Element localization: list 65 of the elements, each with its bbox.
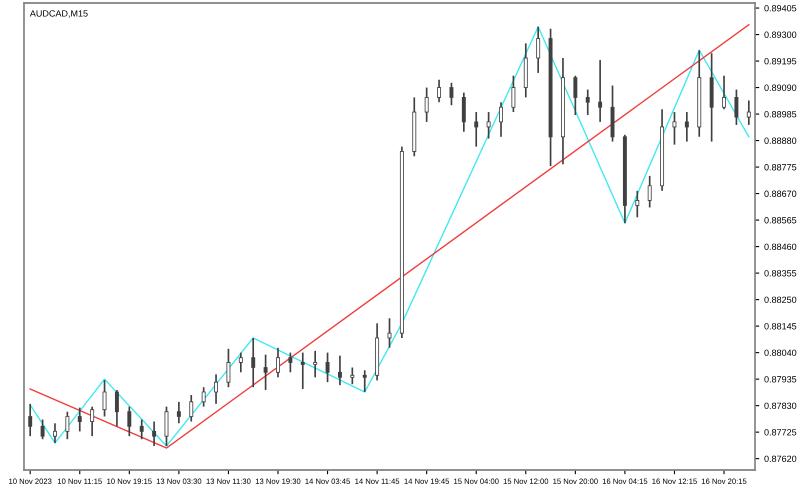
candlestick	[251, 337, 256, 388]
y-tick-label: 0.88775	[764, 164, 796, 170]
candlestick	[722, 74, 726, 110]
y-tick-label: 0.88460	[764, 244, 796, 250]
candlestick	[598, 59, 602, 123]
candlestick	[424, 86, 429, 123]
candlestick	[238, 352, 243, 374]
candlestick	[536, 26, 540, 74]
y-tick-label: 0.87620	[764, 456, 796, 462]
candlestick	[388, 317, 392, 349]
candlestick	[53, 422, 57, 444]
candlestick	[573, 74, 578, 116]
candlestick	[127, 406, 132, 438]
candlestick	[90, 406, 94, 438]
y-tick-label: 0.88040	[764, 350, 796, 356]
y-tick-label: 0.89090	[764, 84, 796, 91]
y-tick-label: 0.89300	[764, 32, 796, 38]
candlestick	[437, 78, 442, 104]
candlestick	[362, 369, 367, 393]
candlestick	[140, 418, 144, 440]
candlestick	[313, 350, 318, 378]
candlestick	[672, 111, 676, 146]
candlestick	[40, 418, 45, 440]
candlestick	[189, 394, 194, 422]
y-tick-label: 0.88880	[764, 138, 796, 144]
candlestick	[276, 346, 280, 378]
y-tick-label: 0.88670	[764, 190, 796, 197]
candlestick	[684, 111, 689, 142]
y-tick-label: 0.87935	[764, 376, 796, 382]
candlestick	[102, 379, 107, 418]
y-tick-label: 0.87725	[764, 429, 796, 436]
candlestick	[28, 403, 32, 438]
candlestick	[338, 354, 342, 386]
text: AUDCAD,M15	[30, 10, 88, 18]
y-tick-label: 0.87830	[764, 402, 796, 409]
y-tick-label: 0.89195	[764, 58, 796, 64]
candlestick	[114, 389, 119, 428]
candlestick	[65, 410, 70, 440]
candlestick	[176, 401, 181, 424]
candlestick	[350, 366, 354, 386]
y-tick-label: 0.88145	[764, 323, 796, 330]
candlestick	[734, 88, 738, 126]
candlestick	[152, 420, 156, 447]
candlestick	[586, 88, 590, 116]
y-tick-label: 0.88250	[764, 296, 796, 303]
candlestick	[226, 348, 230, 388]
y-tick-label: 0.88565	[764, 217, 796, 224]
candlestick	[300, 352, 305, 390]
candlestick	[474, 111, 478, 148]
candlestick	[511, 74, 516, 113]
candlestick	[635, 190, 640, 218]
candlestick	[746, 100, 751, 126]
candlestick	[648, 175, 652, 208]
candlestick	[486, 111, 491, 140]
candlestick	[214, 373, 218, 405]
candlestick	[202, 386, 206, 408]
candlestick	[326, 352, 330, 383]
candlestick	[449, 82, 454, 106]
y-tick-label: 0.88985	[764, 111, 796, 118]
candlestick	[499, 101, 503, 138]
candlestick	[288, 352, 292, 374]
y-tick-label: 0.89405	[764, 5, 796, 12]
y-tick-label: 0.88355	[764, 270, 796, 276]
candlestick	[264, 354, 268, 391]
candlestick	[78, 406, 82, 432]
